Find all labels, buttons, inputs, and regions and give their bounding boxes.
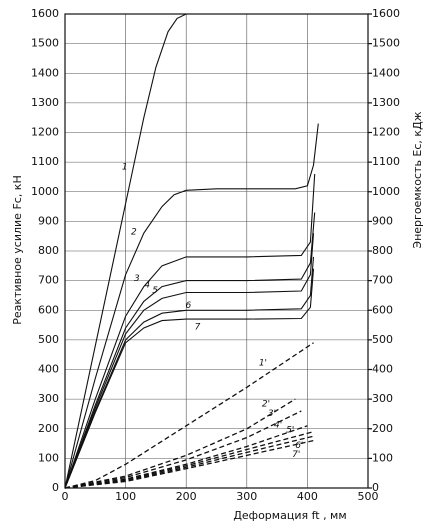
- curve-label: 2': [262, 400, 270, 410]
- curve-label: 3: [134, 274, 140, 284]
- y2-tick-label: 800: [372, 244, 393, 257]
- series-line: [64, 256, 315, 489]
- curve-label: 3': [268, 409, 276, 419]
- y-tick-label: 0: [52, 481, 59, 494]
- y2-tick-label: 1600: [372, 7, 400, 20]
- curve-label: 7': [292, 450, 300, 460]
- y-tick-label: 1100: [31, 155, 59, 168]
- series-line: [64, 212, 316, 489]
- y-tick-label: 1400: [31, 66, 59, 79]
- y2-tick-label: 400: [372, 363, 393, 376]
- curve-label: 4': [274, 421, 282, 431]
- curve-label: 4: [144, 280, 150, 290]
- x-tick-label: 100: [115, 490, 136, 503]
- y-axis-label: Реактивное усилие Fc, кН: [11, 175, 24, 324]
- y2-tick-label: 700: [372, 274, 393, 287]
- y-tick-label: 600: [38, 303, 59, 316]
- y2-tick-label: 300: [372, 392, 393, 405]
- y2-tick-label: 1000: [372, 185, 400, 198]
- y-tick-label: 1200: [31, 126, 59, 139]
- series-line: [64, 233, 315, 489]
- y2-tick-label: 500: [372, 333, 393, 346]
- x-axis-label: Деформация ft , мм: [233, 509, 346, 522]
- y2-tick-label: 600: [372, 303, 393, 316]
- curve-label: 6': [295, 441, 303, 451]
- y-tick-label: 1300: [31, 96, 59, 109]
- curve-label: 6: [186, 301, 192, 311]
- curve-label: 1': [259, 359, 267, 369]
- y2-tick-label: 1300: [372, 96, 400, 109]
- x-tick-label: 300: [236, 490, 257, 503]
- y-tick-label: 900: [38, 214, 59, 227]
- y-tick-label: 300: [38, 392, 59, 405]
- y2-tick-label: 200: [372, 422, 393, 435]
- series-line: [64, 173, 316, 489]
- x-tick-label: 200: [176, 490, 197, 503]
- series-line: [64, 123, 319, 489]
- y-tick-label: 400: [38, 363, 59, 376]
- y2-tick-label: 1200: [372, 126, 400, 139]
- curve-label: 7: [195, 323, 201, 333]
- curve-label: 2: [131, 228, 137, 238]
- curve-label: 5': [286, 425, 294, 435]
- series-line: [64, 13, 308, 489]
- y-tick-label: 1600: [31, 7, 59, 20]
- y-tick-label: 800: [38, 244, 59, 257]
- series-line: [64, 431, 314, 489]
- y2-tick-label: 1500: [372, 37, 400, 50]
- y-tick-label: 500: [38, 333, 59, 346]
- series-line: [64, 439, 314, 489]
- y-tick-label: 100: [38, 451, 59, 464]
- series-line: [64, 410, 302, 489]
- curve-label: 1: [122, 162, 128, 172]
- y-tick-label: 700: [38, 274, 59, 287]
- y2-tick-label: 0: [372, 481, 379, 494]
- y2-tick-label: 100: [372, 451, 393, 464]
- curve-label: 5: [152, 286, 158, 296]
- series-line: [64, 435, 314, 489]
- y2-axis-label: Энергоемкость Ec, кДж: [411, 111, 424, 248]
- series-line: [64, 268, 315, 489]
- y-tick-label: 1000: [31, 185, 59, 198]
- series-line: [64, 398, 296, 489]
- y-tick-label: 1500: [31, 37, 59, 50]
- y-tick-label: 200: [38, 422, 59, 435]
- x-tick-label: 0: [62, 490, 69, 503]
- series-line: [64, 342, 314, 489]
- x-tick-label: 400: [297, 490, 318, 503]
- y2-tick-label: 1100: [372, 155, 400, 168]
- y2-tick-label: 1400: [372, 66, 400, 79]
- y2-tick-label: 900: [372, 214, 393, 227]
- x-tick-label: 500: [358, 490, 379, 503]
